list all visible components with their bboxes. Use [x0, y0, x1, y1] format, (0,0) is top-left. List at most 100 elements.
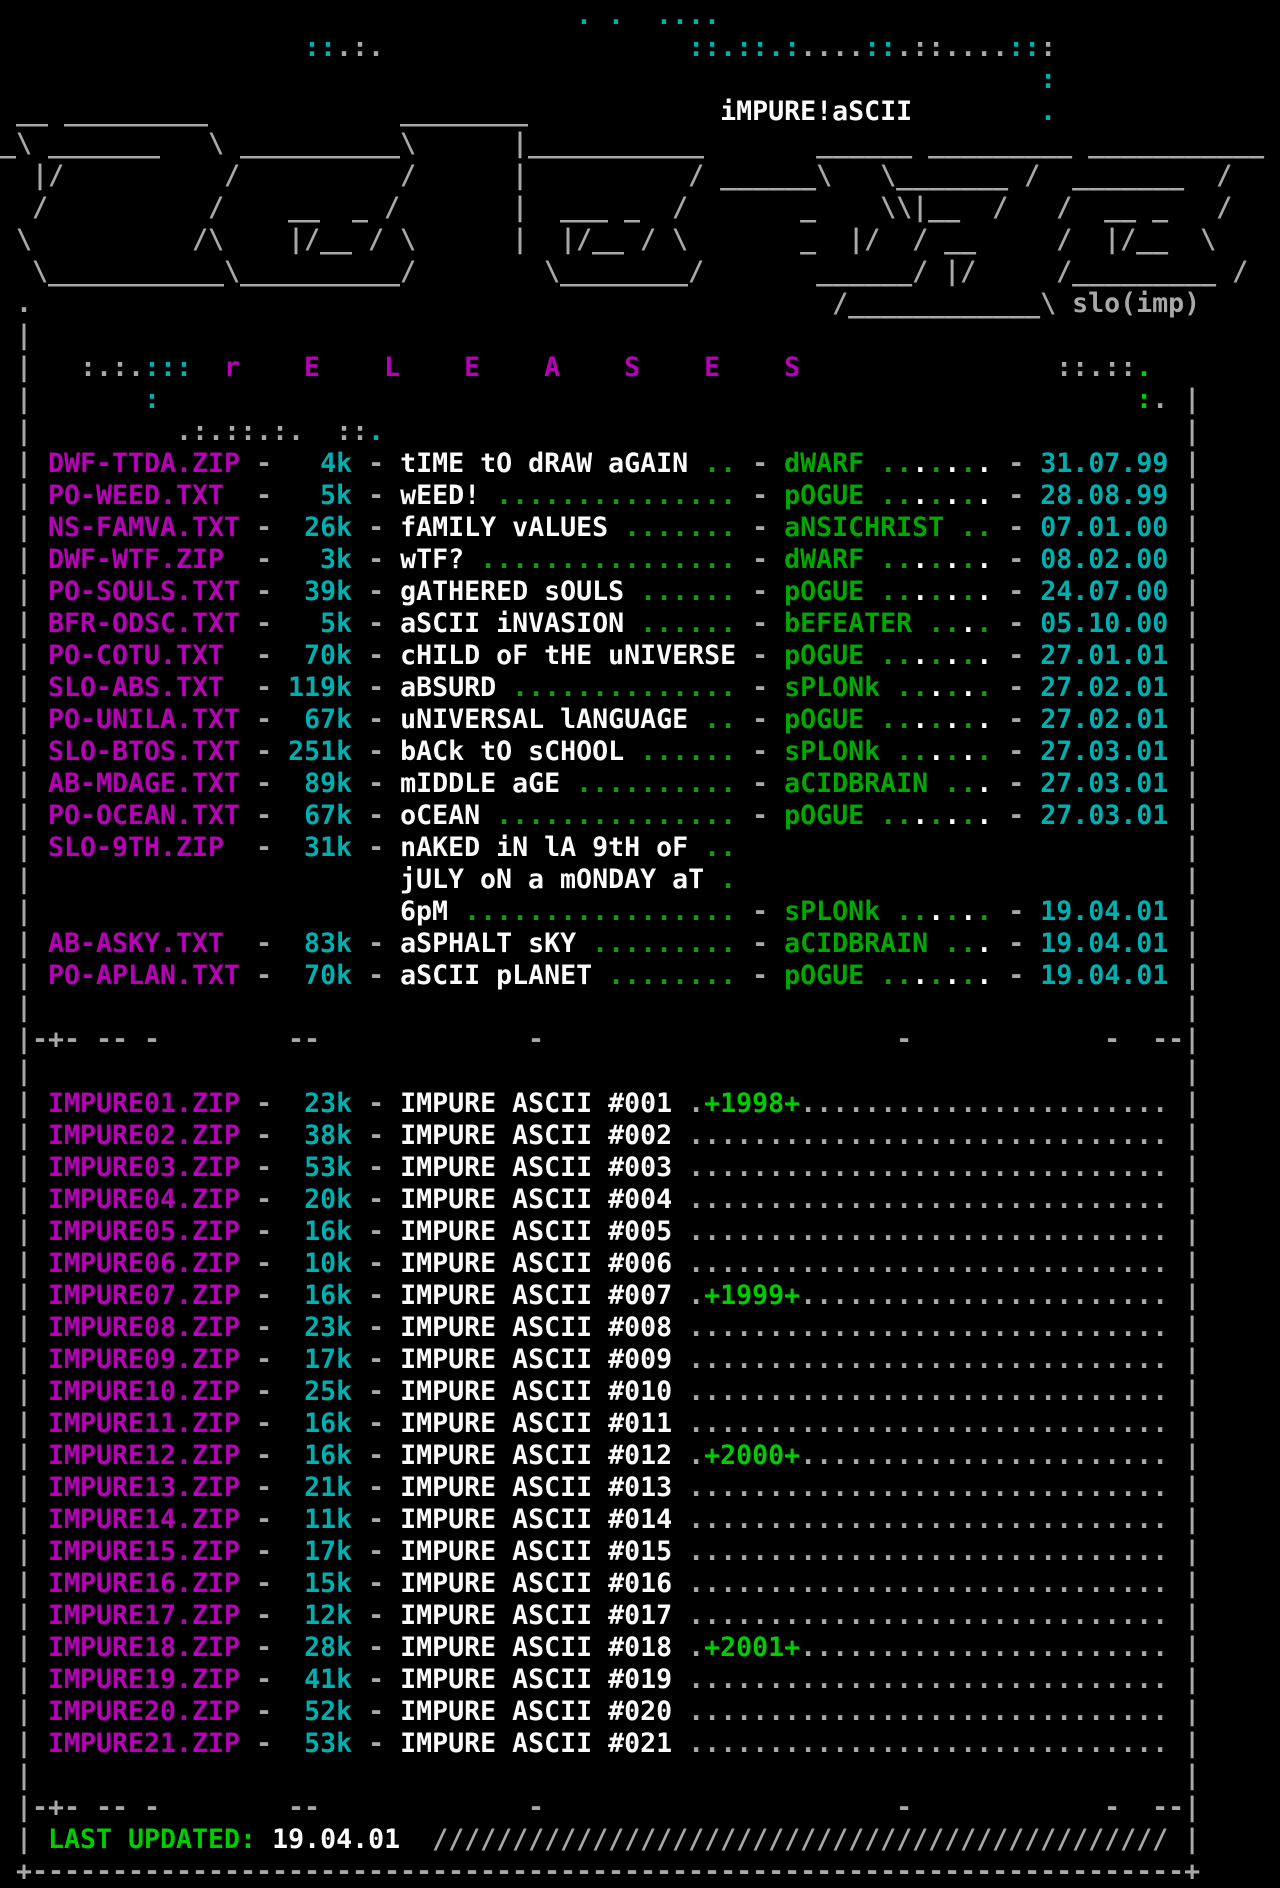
release-filename[interactable]: DWF-TTDA.ZIP [48, 448, 241, 479]
separator: - [352, 448, 401, 479]
release-title: oCEAN [400, 800, 481, 831]
separator: - [240, 448, 321, 479]
fill-dot: . [960, 512, 977, 543]
magazine-filename[interactable]: IMPURE05.ZIP [48, 1216, 241, 1247]
magazine-filename[interactable]: IMPURE10.ZIP [48, 1376, 241, 1407]
year-marker: +2001+ [704, 1632, 801, 1663]
release-author: pOGUE [784, 576, 865, 607]
magazine-filename[interactable]: IMPURE15.ZIP [48, 1536, 241, 1567]
release-filename[interactable]: PO-APLAN.TXT [48, 960, 241, 991]
magazine-filename[interactable]: IMPURE14.ZIP [48, 1504, 241, 1535]
release-filename[interactable]: PO-SOULS.TXT [48, 576, 241, 607]
magazine-filename[interactable]: IMPURE08.ZIP [48, 1312, 241, 1343]
magazines-list: | IMPURE01.ZIP - 23k - IMPURE ASCII #001… [0, 1088, 1280, 1760]
release-size: 3k [320, 544, 353, 575]
separator: - [352, 1152, 401, 1183]
fill-dot: . [896, 576, 913, 607]
art-segment: |/ / / | / ______\ \_______ / _______ / [0, 160, 1233, 191]
art-segment: | [1168, 384, 1201, 415]
art-segment: : [1040, 32, 1057, 63]
release-filename[interactable]: PO-WEED.TXT [48, 480, 225, 511]
magazine-size: 12k [304, 1600, 353, 1631]
magazine-size: 11k [304, 1504, 353, 1535]
border: | | [0, 992, 1201, 1023]
release-filename[interactable]: SLO-BTOS.TXT [48, 736, 241, 767]
release-filename[interactable]: BFR-ODSC.TXT [48, 608, 241, 639]
release-filename[interactable]: AB-MDAGE.TXT [48, 768, 241, 799]
empty-bordered-line: | | [0, 1056, 1280, 1088]
magazine-row: | IMPURE15.ZIP - 17k - IMPURE ASCII #015… [0, 1536, 1280, 1568]
release-filename[interactable]: PO-UNILA.TXT [48, 704, 241, 735]
release-date: 05.10.00 [1040, 608, 1169, 639]
magazine-filename[interactable]: IMPURE12.ZIP [48, 1440, 241, 1471]
magazine-filename[interactable]: IMPURE02.ZIP [48, 1120, 241, 1151]
magazine-filename[interactable]: IMPURE07.ZIP [48, 1280, 241, 1311]
magazine-filename[interactable]: IMPURE21.ZIP [48, 1728, 241, 1759]
last-updated-line: | LAST UPDATED: 19.04.01 ///////////////… [0, 1824, 1280, 1856]
release-row: | AB-MDAGE.TXT - 89k - mIDDLE aGE ......… [0, 768, 1280, 800]
art-segment: | [0, 320, 33, 351]
magazine-filename[interactable]: IMPURE17.ZIP [48, 1600, 241, 1631]
art-segment: . . .... [0, 0, 721, 31]
brand-title: iMPURE!aSCII [720, 96, 913, 127]
fill-dots: .............................. | [672, 1536, 1201, 1567]
release-filename[interactable]: PO-OCEAN.TXT [48, 800, 241, 831]
magazine-filename[interactable]: IMPURE06.ZIP [48, 1248, 241, 1279]
separator: - [736, 896, 785, 927]
fill-dots [880, 896, 896, 927]
release-title: bACk tO sCHOOL [400, 736, 625, 767]
magazine-filename[interactable]: IMPURE11.ZIP [48, 1408, 241, 1439]
release-author: sPLONk [784, 736, 881, 767]
separator: - [352, 1536, 401, 1567]
magazine-size: 53k [304, 1728, 353, 1759]
fill-dot: . [896, 544, 913, 575]
release-author: pOGUE [784, 640, 865, 671]
fill-dots: ...... [624, 736, 737, 767]
magazine-filename[interactable]: IMPURE19.ZIP [48, 1664, 241, 1695]
magazine-row: | IMPURE20.ZIP - 52k - IMPURE ASCII #020… [0, 1696, 1280, 1728]
right-border: | [1168, 704, 1201, 735]
separator: - [352, 544, 401, 575]
separator: - [992, 960, 1041, 991]
left-border: | [0, 1216, 49, 1247]
separator: - [352, 1280, 401, 1311]
fill-dots: ........ [592, 960, 737, 991]
magazine-title: IMPURE ASCII #011 [400, 1408, 673, 1439]
right-border: | [1168, 576, 1201, 607]
release-filename[interactable]: DWF-WTF.ZIP [48, 544, 225, 575]
release-filename[interactable]: NS-FAMVA.TXT [48, 512, 241, 543]
right-border: | [1168, 640, 1201, 671]
magazine-filename[interactable]: IMPURE09.ZIP [48, 1344, 241, 1375]
right-border: | [1168, 672, 1201, 703]
fill-dot: . [880, 480, 897, 511]
year-marker: +2000+ [704, 1440, 801, 1471]
magazine-row: | IMPURE06.ZIP - 10k - IMPURE ASCII #006… [0, 1248, 1280, 1280]
fill-dot: . [912, 576, 929, 607]
header-art-line: ::.:. ::.::.:....::.::....::: [0, 32, 1280, 64]
release-author: dWARF [784, 544, 865, 575]
separator: - [240, 1376, 305, 1407]
magazine-filename[interactable]: IMPURE03.ZIP [48, 1152, 241, 1183]
magazine-filename[interactable]: IMPURE13.ZIP [48, 1472, 241, 1503]
separator: - [240, 1184, 305, 1215]
release-title: gATHERED sOULS [400, 576, 625, 607]
magazine-filename[interactable]: IMPURE16.ZIP [48, 1568, 241, 1599]
left-border: | [0, 1280, 49, 1311]
magazine-size: 23k [304, 1312, 353, 1343]
magazine-filename[interactable]: IMPURE01.ZIP [48, 1088, 241, 1119]
magazine-filename[interactable]: IMPURE18.ZIP [48, 1632, 241, 1663]
separator: - [224, 928, 305, 959]
release-author: aNSICHRIST [784, 512, 945, 543]
release-filename[interactable]: AB-ASKY.TXT [48, 928, 225, 959]
release-filename[interactable]: SLO-ABS.TXT [48, 672, 225, 703]
separator: - [352, 1440, 401, 1471]
magazine-row: | IMPURE10.ZIP - 25k - IMPURE ASCII #010… [0, 1376, 1280, 1408]
release-filename[interactable]: SLO-9TH.ZIP [48, 832, 225, 863]
magazine-row: | IMPURE14.ZIP - 11k - IMPURE ASCII #014… [0, 1504, 1280, 1536]
magazine-filename[interactable]: IMPURE04.ZIP [48, 1184, 241, 1215]
release-size: 70k [304, 640, 353, 671]
release-filename[interactable]: PO-COTU.TXT [48, 640, 225, 671]
magazine-filename[interactable]: IMPURE20.ZIP [48, 1696, 241, 1727]
left-border: | [0, 1568, 49, 1599]
art-segment: .:.::.:. [32, 416, 305, 447]
